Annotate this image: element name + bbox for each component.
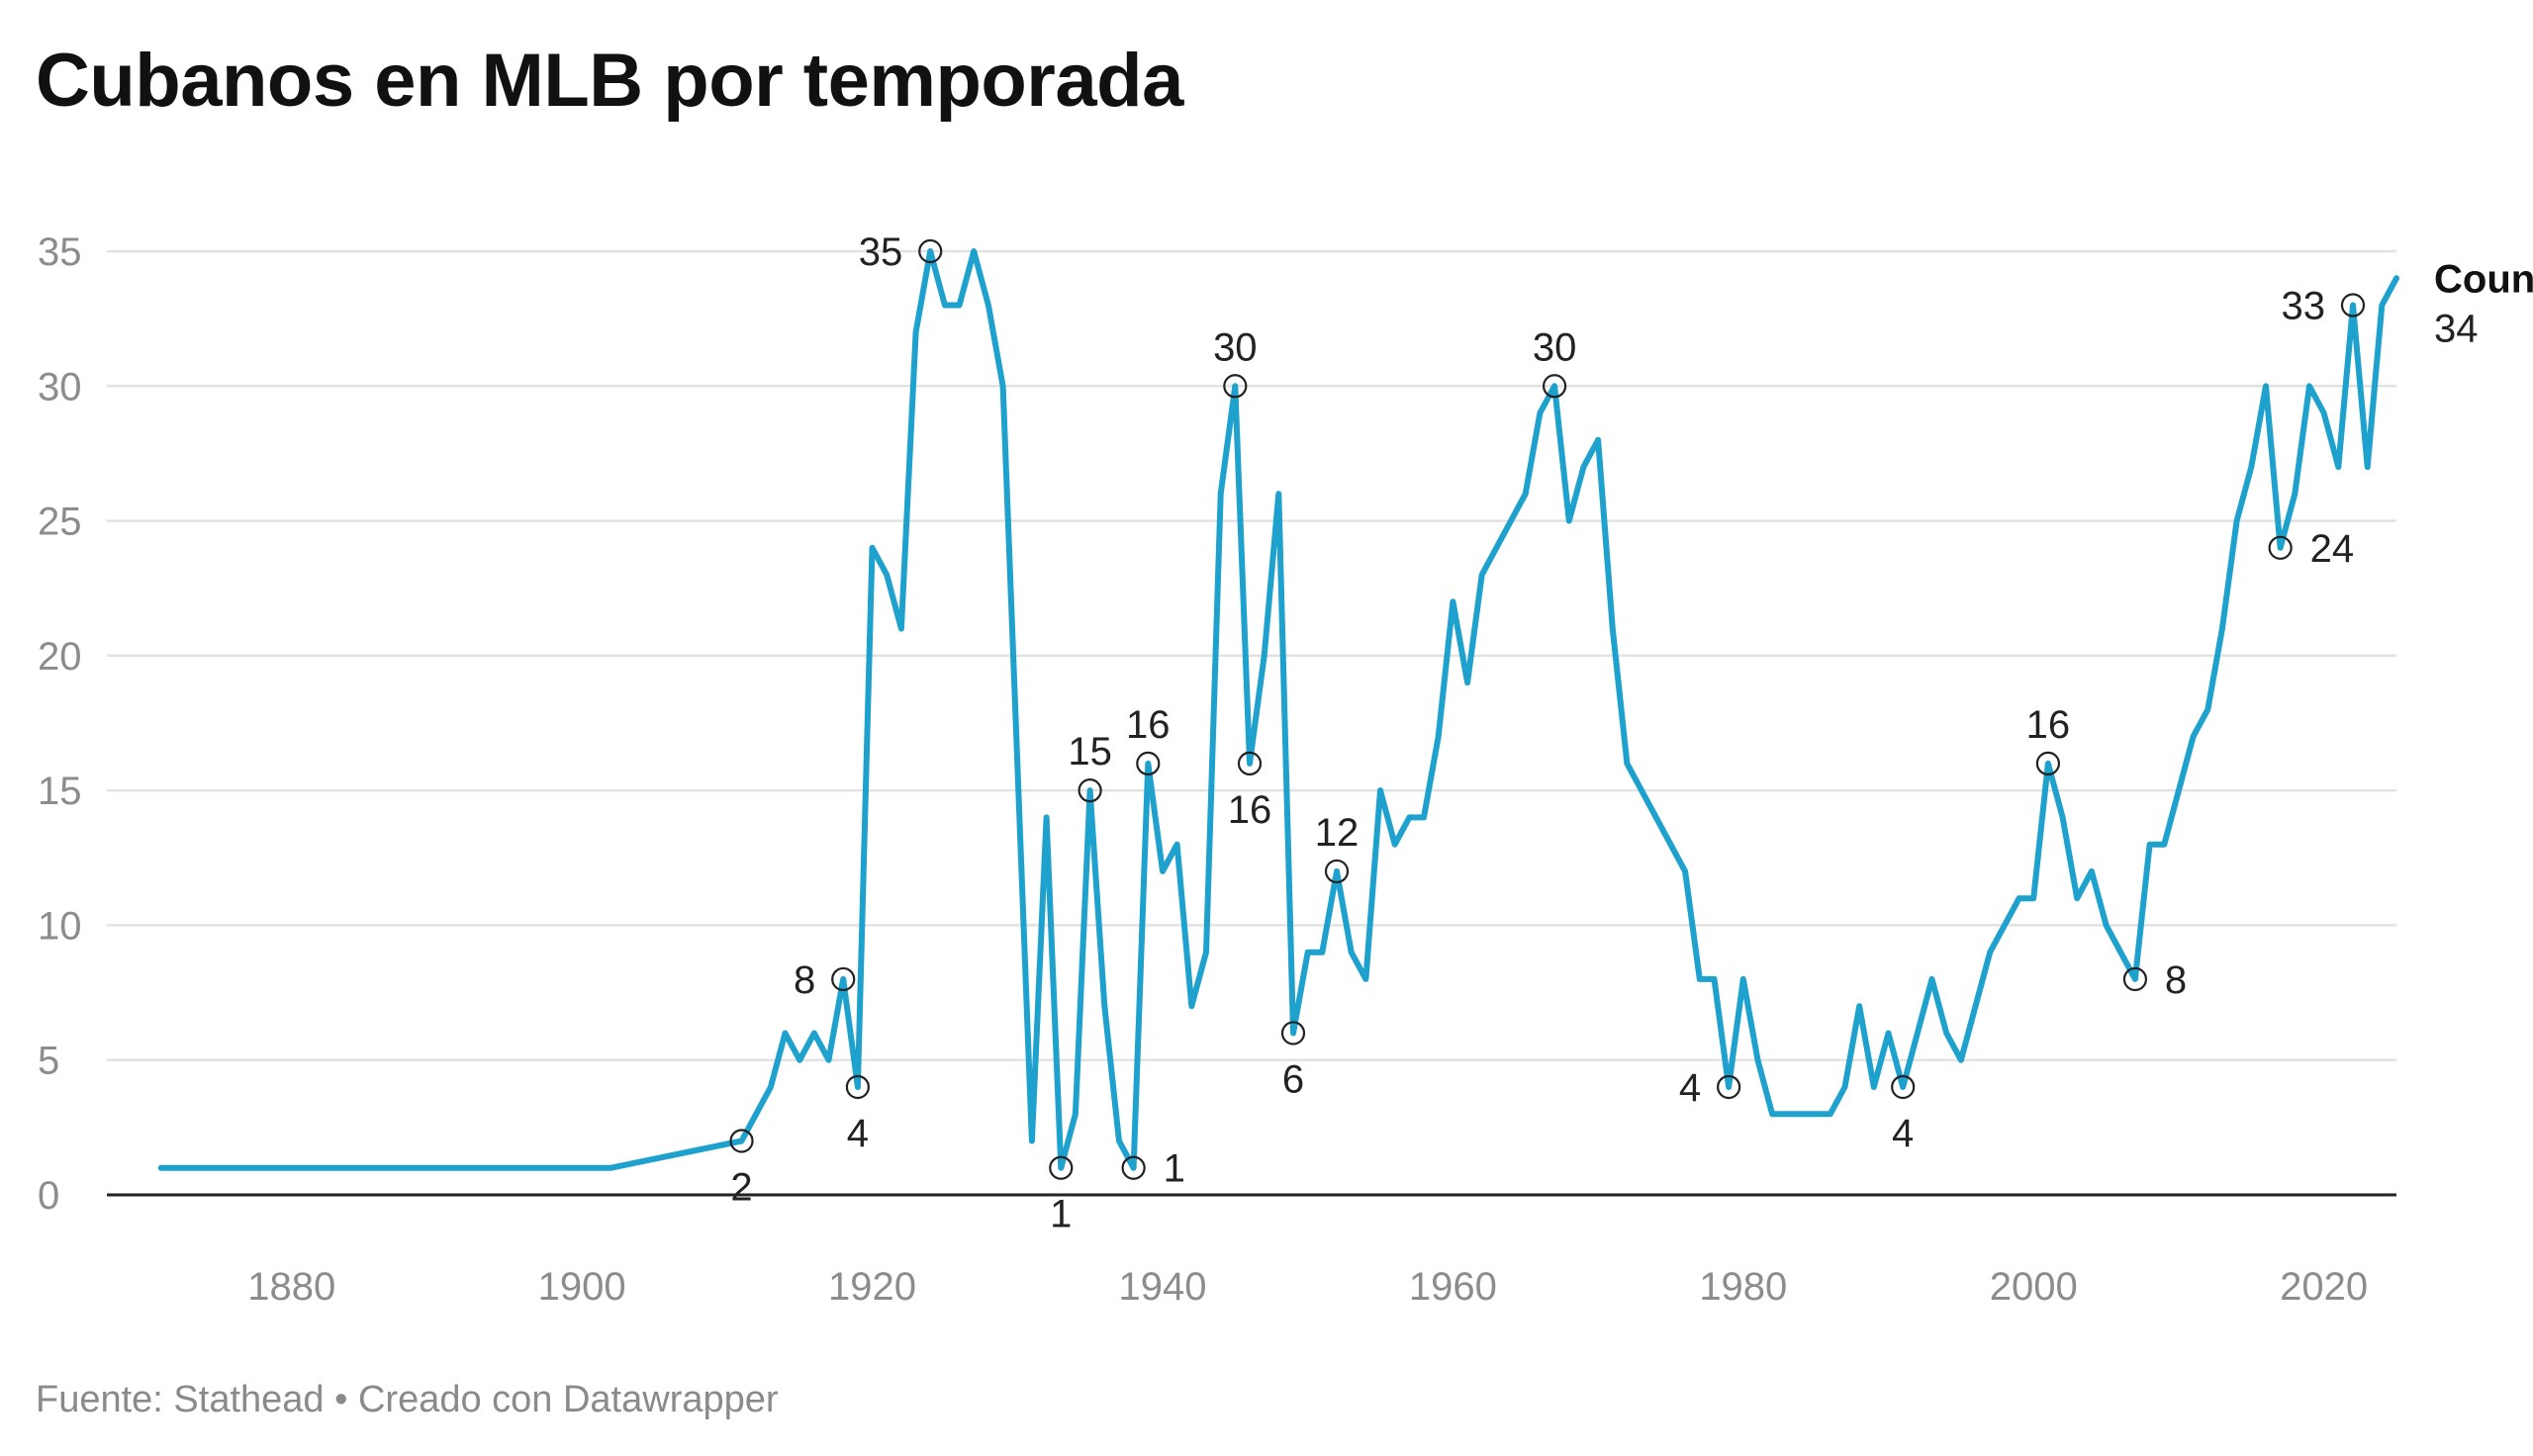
annotation-marker — [1891, 1074, 1916, 1100]
annotation-marker — [845, 1074, 870, 1100]
annotation-marker — [918, 238, 943, 264]
annotation-label: 8 — [2165, 958, 2187, 1002]
x-tick-label: 1880 — [247, 1265, 335, 1309]
annotation-marker — [1237, 751, 1263, 775]
annotation-marker — [729, 1129, 754, 1153]
annotation-marker — [2268, 535, 2293, 560]
annotation-marker — [2035, 751, 2060, 775]
x-tick-label: 2000 — [1990, 1265, 2078, 1309]
x-tick-label: 1940 — [1118, 1265, 1206, 1309]
annotation-label: 15 — [1068, 730, 1112, 774]
gridlines — [107, 249, 2396, 1061]
annotation-marker — [1542, 374, 1567, 399]
annotation-label: 33 — [2281, 285, 2325, 328]
annotation-marker — [1049, 1155, 1074, 1180]
annotation-marker — [1280, 1021, 1306, 1046]
annotation-marker — [1136, 751, 1161, 775]
chart-title: Cubanos en MLB por temporada — [36, 39, 1183, 123]
annotations: 2 8 4 35 1 15 1 16 30 16 6 12 30 4 4 16 8 24 33 — [729, 230, 2366, 1236]
x-tick-label: 1980 — [1699, 1265, 1787, 1309]
x-tick-label: 2020 — [2280, 1265, 2368, 1309]
annotation-label: 1 — [1050, 1193, 1072, 1236]
y-tick-label: 5 — [38, 1040, 59, 1083]
annotation-label: 12 — [1315, 811, 1360, 855]
annotation-marker — [831, 966, 856, 992]
annotation-label: 30 — [1213, 325, 1258, 369]
y-tick-label: 20 — [38, 635, 82, 679]
annotation-marker — [1223, 374, 1248, 399]
annotation-label: 16 — [1126, 703, 1171, 747]
series-label-count: Count — [2434, 257, 2533, 301]
y-tick-label: 10 — [38, 904, 82, 948]
annotation-label: 8 — [794, 958, 815, 1002]
annotation-marker — [1717, 1074, 1741, 1100]
y-tick-label: 15 — [38, 770, 82, 813]
annotation-label: 30 — [1533, 325, 1577, 369]
annotation-label: 16 — [1228, 788, 1272, 832]
annotation-label: 35 — [859, 230, 903, 274]
x-tick-label: 1960 — [1409, 1265, 1497, 1309]
x-tick-label: 1920 — [828, 1265, 916, 1309]
annotation-label: 4 — [1892, 1112, 1914, 1155]
y-tick-label: 25 — [38, 500, 82, 544]
annotation-label: 2 — [730, 1165, 752, 1209]
annotation-label: 24 — [2310, 527, 2355, 571]
x-tick-label: 1900 — [538, 1265, 626, 1309]
series-line-count — [157, 248, 2399, 1171]
x-axis-ticks: 1880 1900 1920 1940 1960 1980 2000 2020 — [247, 1265, 2368, 1309]
y-tick-label: 0 — [38, 1174, 59, 1218]
annotation-marker — [2340, 293, 2366, 318]
series-last-value: 34 — [2434, 307, 2479, 350]
annotation-label: 4 — [847, 1112, 869, 1155]
annotation-marker — [1324, 859, 1350, 884]
source-footer: Fuente: Stathead • Creado con Datawrappe… — [36, 1379, 779, 1420]
annotation-label: 1 — [1164, 1147, 1185, 1191]
annotation-marker — [1121, 1155, 1146, 1180]
annotation-label: 16 — [2026, 703, 2071, 747]
annotation-marker — [2122, 966, 2148, 992]
y-tick-label: 30 — [38, 365, 82, 409]
annotation-label: 6 — [1282, 1057, 1304, 1101]
annotation-label: 4 — [1679, 1066, 1701, 1110]
y-tick-label: 35 — [38, 230, 82, 274]
annotation-marker — [1078, 778, 1102, 803]
y-axis-ticks: 0 5 10 15 20 25 30 35 — [38, 230, 82, 1218]
